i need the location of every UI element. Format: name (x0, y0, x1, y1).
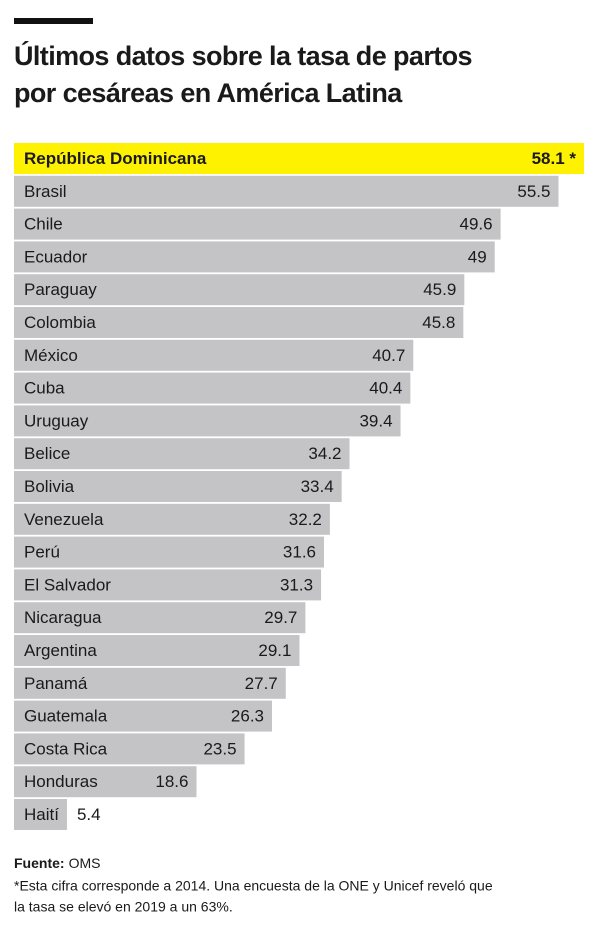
value-label: 45.8 (422, 313, 455, 332)
value-label: 45.9 (423, 280, 456, 299)
bar (14, 175, 559, 207)
category-label: Belice (24, 444, 70, 463)
bar (14, 438, 350, 470)
category-label: El Salvador (24, 575, 111, 594)
value-label: 18.6 (155, 772, 188, 791)
value-label: 31.3 (280, 575, 313, 594)
source: Fuente: OMS (14, 855, 100, 871)
bar (14, 241, 495, 273)
bar (14, 208, 501, 240)
category-label: Chile (24, 215, 63, 234)
bar (14, 405, 401, 437)
bar (14, 733, 245, 765)
bar (14, 635, 300, 666)
value-label: 49 (468, 247, 487, 266)
category-label: Costa Rica (24, 739, 108, 758)
category-label: Venezuela (24, 510, 104, 529)
category-label: Argentina (24, 641, 97, 660)
category-label: Brasil (24, 182, 67, 201)
category-label: Perú (24, 543, 60, 562)
value-label: 27.7 (245, 674, 278, 693)
bar (14, 700, 273, 732)
value-label: 31.6 (283, 543, 316, 562)
value-label: 49.6 (460, 215, 493, 234)
source-value: OMS (69, 855, 101, 871)
bar (14, 667, 286, 699)
bar (14, 766, 197, 798)
value-label: 34.2 (308, 444, 341, 463)
category-label: Bolivia (24, 477, 75, 496)
category-label: México (24, 346, 78, 365)
value-label: 58.1 * (532, 149, 577, 168)
footnote: la tasa se elevó en 2019 a un 63%. (14, 899, 233, 915)
value-label: 26.3 (231, 707, 264, 726)
value-label: 23.5 (203, 739, 236, 758)
category-label: República Dominicana (24, 149, 207, 168)
value-label: 33.4 (301, 477, 334, 496)
bar (14, 602, 306, 634)
value-label: 5.4 (77, 805, 101, 824)
category-label: Honduras (24, 772, 98, 791)
category-label: Ecuador (24, 247, 88, 266)
value-label: 29.7 (264, 608, 297, 627)
value-label: 29.1 (258, 641, 291, 660)
value-label: 40.7 (372, 346, 405, 365)
bar (14, 799, 67, 830)
value-label: 55.5 (517, 182, 550, 201)
bar (14, 471, 342, 502)
value-label: 40.4 (369, 379, 402, 398)
value-label: 39.4 (359, 411, 392, 430)
category-label: Cuba (24, 379, 65, 398)
bar (14, 569, 322, 601)
bar (14, 307, 464, 338)
bar (14, 274, 465, 306)
category-label: Nicaragua (24, 608, 102, 627)
category-label: Guatemala (24, 707, 108, 726)
category-label: Haití (24, 805, 59, 824)
source-label: Fuente: (14, 855, 65, 871)
category-label: Uruguay (24, 411, 89, 430)
bar (14, 143, 584, 174)
bar (14, 372, 411, 404)
title-rule (14, 18, 93, 24)
footnote: *Esta cifra corresponde a 2014. Una encu… (14, 878, 493, 894)
bar (14, 503, 330, 535)
chart-title: Últimos datos sobre la tasa de partos (14, 40, 472, 71)
bar (14, 339, 414, 371)
category-label: Paraguay (24, 280, 97, 299)
bar (14, 536, 325, 568)
value-label: 32.2 (289, 510, 322, 529)
chart-title: por cesáreas en América Latina (14, 78, 403, 108)
category-label: Panamá (24, 674, 88, 693)
category-label: Colombia (24, 313, 96, 332)
